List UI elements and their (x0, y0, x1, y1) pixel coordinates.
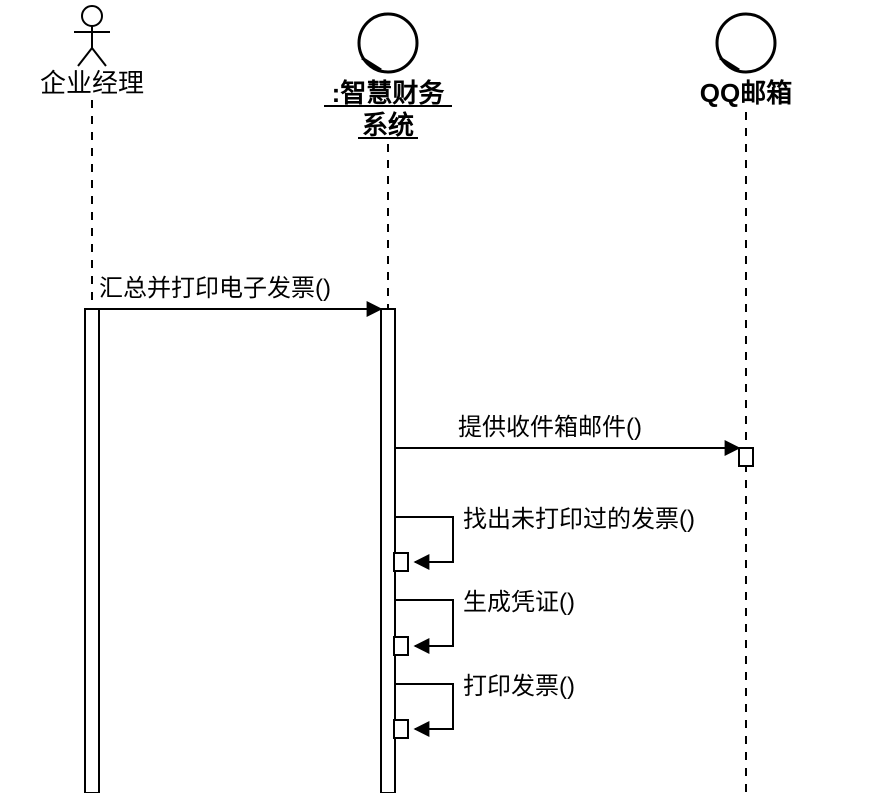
message-label: 提供收件箱邮件() (458, 414, 642, 441)
activation-bar (85, 309, 99, 793)
activation-bar (394, 553, 408, 571)
message-label: 生成凭证() (463, 589, 575, 616)
message-m5: 打印发票() (395, 673, 575, 729)
message-label: 打印发票() (463, 673, 575, 700)
message-m3: 找出未打印过的发票() (395, 506, 695, 562)
participant-label: :智慧财务 (332, 78, 445, 108)
participant-label: 系统 (362, 110, 414, 140)
participant-label: 企业经理 (40, 68, 144, 98)
message-m2: 提供收件箱邮件() (395, 414, 739, 448)
activation-bar (394, 720, 408, 738)
activation-bar (394, 637, 408, 655)
message-m1: 汇总并打印电子发票() (99, 275, 381, 309)
activation-bar (739, 448, 753, 466)
message-m4: 生成凭证() (395, 589, 575, 646)
message-label: 找出未打印过的发票() (463, 506, 695, 533)
participant-qqmail: QQ邮箱 (700, 14, 792, 793)
activation-bar (381, 309, 395, 793)
participant-label: QQ邮箱 (700, 78, 792, 108)
message-label: 汇总并打印电子发票() (99, 275, 331, 302)
